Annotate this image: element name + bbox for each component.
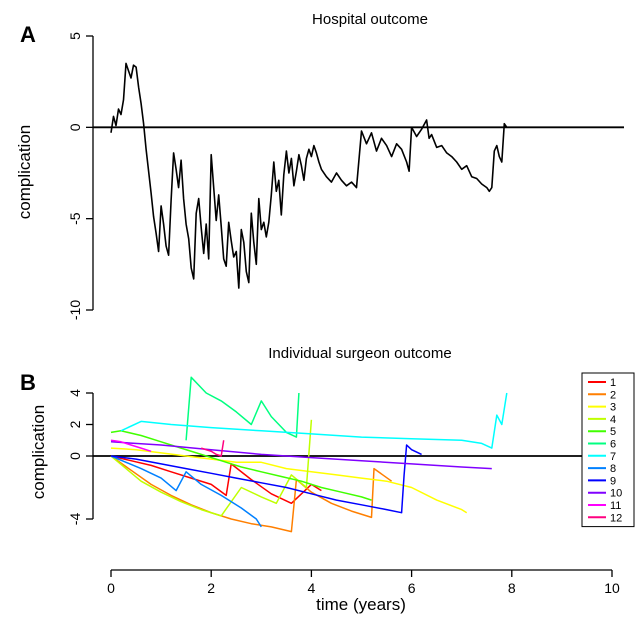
series-line-1	[110, 455, 322, 505]
panel-a-title: Hospital outcome	[312, 11, 428, 28]
legend-label-7: 7	[610, 451, 616, 463]
panel-a-series-line	[110, 62, 508, 289]
panel-b-ytick-label: 4	[67, 389, 83, 397]
panel-b-title: Individual surgeon outcome	[268, 345, 451, 362]
panel-a-ytick-label: -10	[67, 300, 83, 320]
panel-b-xtick-label: 4	[308, 580, 316, 596]
panel-b-label: B	[20, 370, 36, 395]
series-line-10	[110, 441, 492, 470]
series-line-6	[185, 376, 300, 441]
panel-b-xtick-label: 6	[408, 580, 416, 596]
legend-label-6: 6	[610, 439, 616, 451]
panel-b-xlabel: time (years)	[316, 595, 406, 614]
legend-box	[581, 372, 635, 528]
panel-b-ytick-label: -4	[67, 513, 83, 526]
legend-label-4: 4	[610, 414, 616, 426]
panel-b-xtick-label: 8	[508, 580, 516, 596]
legend-label-12: 12	[610, 512, 622, 524]
series-line-12	[200, 440, 225, 457]
legend-label-3: 3	[610, 402, 616, 414]
panel-a-ytick-label: -5	[67, 212, 83, 225]
panel-b-xtick-label: 0	[107, 580, 115, 596]
panel-b-ylabel: complication	[29, 405, 48, 500]
legend-label-5: 5	[610, 426, 616, 438]
panel-b-xtick-label: 10	[604, 580, 620, 596]
legend-label-1: 1	[610, 377, 616, 389]
series-line-8	[110, 455, 262, 528]
legend-label-9: 9	[610, 475, 616, 487]
panel-b-ytick-label: 0	[67, 452, 83, 460]
legend-label-8: 8	[610, 463, 616, 475]
series-line-7	[120, 392, 508, 449]
panel-a-ytick-label: 0	[67, 123, 83, 131]
panel-b-ytick-label: 2	[67, 420, 83, 428]
series-line-5	[110, 430, 372, 501]
series-line-4	[110, 419, 313, 517]
legend-label-2: 2	[610, 389, 616, 401]
panel-a-label: A	[20, 22, 36, 47]
panel-b-xtick-label: 2	[207, 580, 215, 596]
series-line-11	[110, 439, 152, 453]
series-line-9	[110, 444, 422, 514]
series-line-3	[110, 447, 468, 514]
panel-a-ytick-label: 5	[67, 32, 83, 40]
legend-label-10: 10	[610, 488, 622, 500]
panel-a-plot: 5 0 -5 -10	[67, 32, 624, 320]
panel-a-ylabel: complication	[15, 125, 34, 220]
legend-label-11: 11	[610, 500, 621, 512]
series-line-2	[110, 455, 393, 533]
panel-b-plot: 4 2 0 -4 0 2 4 6 8 10	[67, 376, 624, 596]
